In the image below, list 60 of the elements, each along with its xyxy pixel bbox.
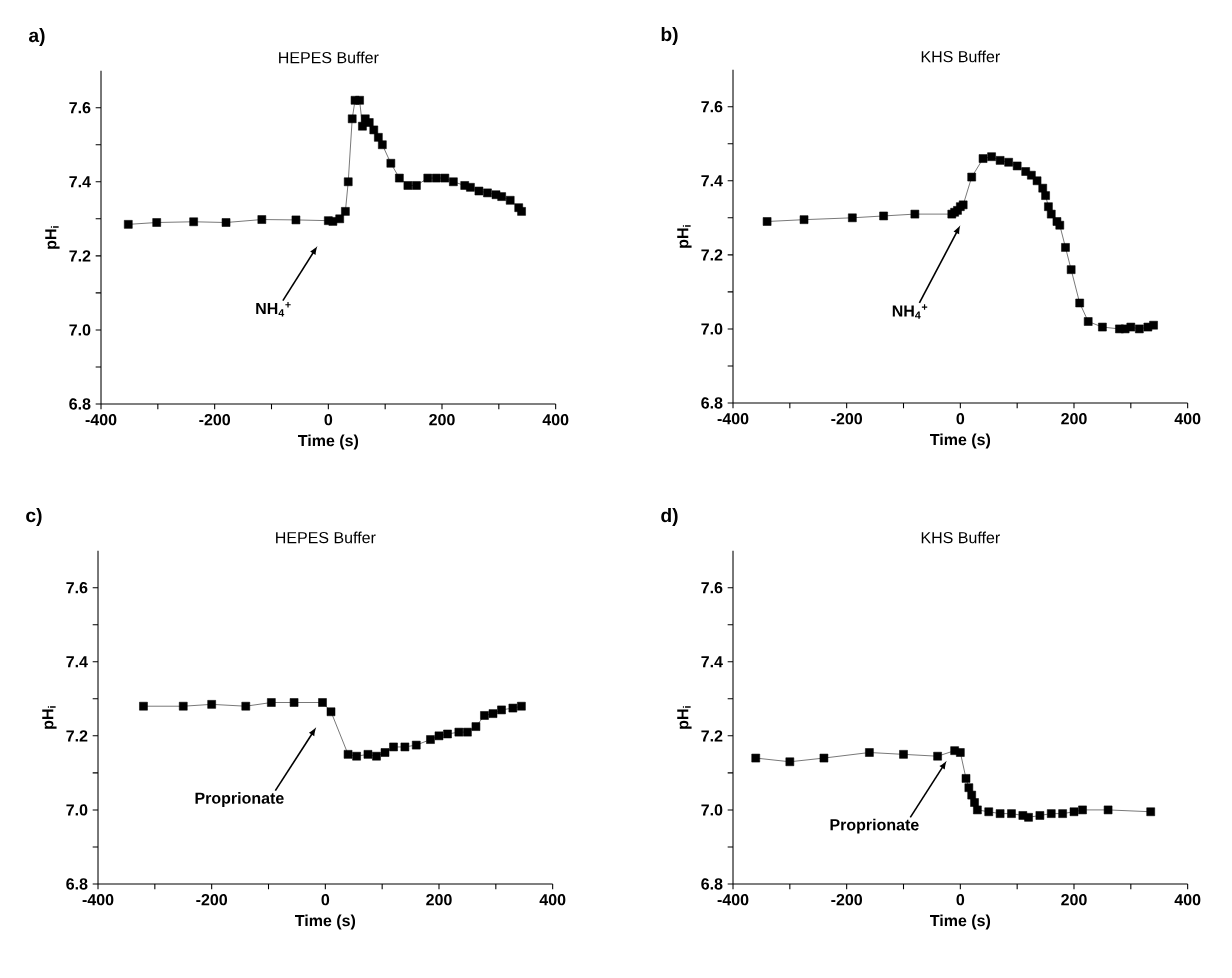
x-tick-label: 200: [426, 894, 452, 906]
x-tick-label: 0: [324, 414, 333, 426]
annotation: Proprionate: [195, 792, 284, 807]
y-axis-title: pH$_{i}$: [677, 706, 692, 729]
y-axis-title: pH$_{i}$: [45, 226, 60, 249]
y-tick-label: 7.6: [701, 582, 723, 594]
y-tick-label: 7.4: [701, 175, 723, 187]
x-axis-title: Time (s): [298, 434, 359, 450]
y-tick-label: 7.4: [701, 656, 723, 668]
chart-title: HEPES Buffer: [276, 531, 376, 544]
x-tick-label: 400: [1174, 413, 1201, 425]
x-tick-label: 0: [956, 413, 965, 425]
x-tick-label: -400: [85, 414, 117, 426]
annotation: NH$_{4}$+: [256, 302, 291, 317]
y-tick-label: 7.6: [69, 102, 91, 114]
y-tick-label: 7.0: [701, 804, 723, 816]
x-tick-label: -400: [717, 413, 749, 425]
y-tick-label: 6.8: [66, 878, 88, 890]
x-tick-label: 0: [321, 894, 330, 906]
text: d): [661, 508, 678, 526]
y-tick-label: 6.8: [69, 398, 91, 410]
y-tick-label: 7.6: [66, 582, 88, 594]
x-axis-title: Time (s): [295, 914, 356, 930]
y-tick-label: 7.2: [701, 730, 723, 742]
y-tick-label: 7.6: [701, 101, 723, 113]
y-tick-label: 7.0: [69, 324, 91, 336]
x-tick-label: 0: [956, 894, 965, 906]
y-tick-label: 7.4: [66, 656, 88, 668]
x-axis-title: Time (s): [929, 914, 991, 930]
y-tick-label: 6.8: [701, 878, 723, 890]
chart-title: KHS Buffer: [921, 531, 1000, 544]
annotation: NH$_{4}$+: [892, 304, 928, 319]
text: c): [26, 508, 42, 526]
y-tick-label: 7.4: [69, 176, 91, 188]
y-axis-title: pH$_{i}$: [677, 225, 692, 248]
x-tick-label: 400: [539, 894, 566, 906]
y-tick-label: 7.2: [701, 249, 723, 261]
y-tick-label: 6.8: [701, 397, 723, 409]
x-tick-label: 200: [429, 414, 455, 426]
chart-title: HEPES Buffer: [279, 51, 379, 64]
y-tick-label: 7.0: [701, 323, 723, 335]
x-tick-label: -400: [717, 894, 749, 906]
y-axis-title: pH$_{i}$: [42, 706, 57, 729]
text: a): [28, 28, 45, 46]
x-axis-title: Time (s): [929, 433, 991, 449]
annotation: Proprionate: [830, 818, 919, 834]
x-tick-label: 200: [1061, 894, 1087, 906]
y-tick-label: 7.0: [66, 804, 88, 816]
y-tick-label: 7.2: [66, 730, 88, 742]
x-tick-label: -400: [82, 894, 114, 906]
text: b): [661, 27, 678, 45]
y-tick-label: 7.2: [69, 250, 91, 262]
x-tick-label: -200: [199, 414, 231, 426]
x-tick-label: 200: [1061, 413, 1087, 425]
x-tick-label: -200: [196, 894, 228, 906]
x-tick-label: 400: [1174, 894, 1201, 906]
x-tick-label: -200: [831, 413, 863, 425]
x-tick-label: -200: [831, 894, 863, 906]
chart-title: KHS Buffer: [921, 50, 1000, 63]
x-tick-label: 400: [542, 414, 569, 426]
